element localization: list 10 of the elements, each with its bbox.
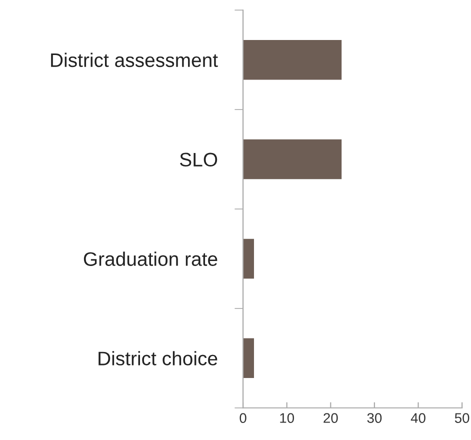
y-tick-label: SLO bbox=[180, 152, 218, 167]
x-tick-label: 50 bbox=[454, 413, 470, 423]
x-tick-label: 0 bbox=[240, 413, 246, 423]
y-tick-label: Graduation rate bbox=[84, 252, 218, 266]
x-tick-label: 30 bbox=[367, 413, 382, 423]
y-tick-label: District assessment bbox=[51, 52, 218, 68]
x-tick-label: 10 bbox=[280, 413, 294, 423]
x-tick-label: 20 bbox=[324, 413, 338, 423]
x-tick-label: 40 bbox=[410, 413, 426, 423]
y-tick-label: District choice bbox=[98, 351, 218, 366]
